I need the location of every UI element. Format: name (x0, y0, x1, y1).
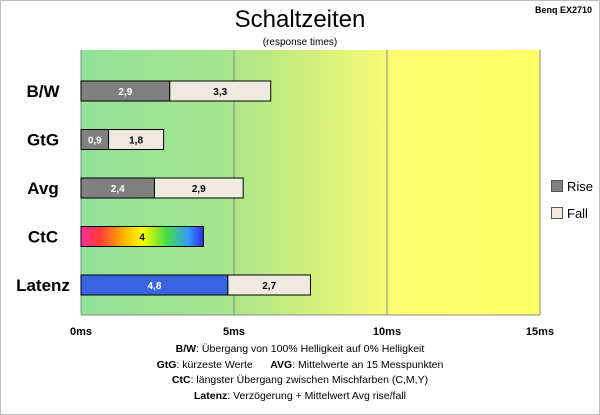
legend-label-fall: Fall (567, 206, 588, 221)
chart-subtitle: (response times) (262, 37, 338, 48)
x-tick-label: 10ms (373, 326, 401, 338)
bar-rise-label: 2,9 (118, 87, 132, 98)
note-gtg-avg: GtG: kürzeste Werte AVG: Mittelwerte an … (156, 358, 444, 371)
monitor-model: Benq EX2710 (534, 5, 592, 15)
bar-fall (108, 129, 165, 150)
bar-rise-label: 4,8 (147, 281, 161, 292)
x-tick-label: 15ms (526, 326, 554, 338)
bar-rise-label: 4 (139, 233, 145, 244)
category-label: B/W (26, 82, 60, 101)
bar-fall-label: 2,7 (262, 281, 276, 292)
category-label: Avg (27, 179, 59, 198)
legend-item-rise: Rise (551, 179, 593, 194)
category-label: CtC (28, 228, 58, 247)
bar-fall-label: 1,8 (129, 136, 143, 147)
bar-fall (227, 274, 312, 296)
legend-item-fall: Fall (551, 206, 588, 221)
bar-fall-label: 2,9 (192, 184, 206, 195)
note-bw: B/W: Übergang von 100% Helligkeit auf 0%… (175, 343, 425, 355)
bar-rise-label: 2,4 (111, 184, 125, 195)
chart-notes: B/W: Übergang von 100% Helligkeit auf 0%… (0, 342, 600, 404)
bar-rise (80, 226, 204, 247)
category-label: Latenz (16, 276, 70, 295)
chart-title: Schaltzeiten (234, 6, 366, 33)
bar-fall-label: 3,3 (213, 87, 227, 98)
note-latenz: Latenz: Verzögerung + Mittelwert Avg ris… (194, 389, 406, 402)
legend-label-rise: Rise (567, 179, 594, 194)
bar-rise-label: 0,9 (88, 136, 102, 147)
x-tick-label: 5ms (223, 326, 245, 338)
category-label: GtG (27, 131, 59, 150)
bar-fall (153, 177, 244, 199)
bar-fall (169, 80, 272, 102)
legend-swatch-rise (551, 180, 563, 192)
legend-swatch-fall (551, 207, 563, 219)
note-ctc: CtC: längster Übergang zwischen Mischfar… (171, 374, 429, 386)
x-tick-label: 0ms (70, 326, 92, 338)
